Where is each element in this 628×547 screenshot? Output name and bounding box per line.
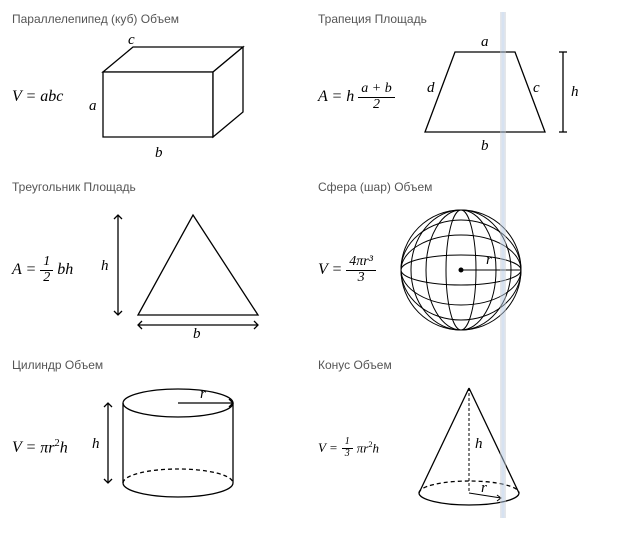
trapezoid-num: a + b [358, 82, 394, 98]
tri-h: h [101, 258, 109, 274]
cone-num: 1 [342, 437, 353, 449]
cone-rhs: πr2h [357, 439, 379, 456]
tri-num: 1 [40, 255, 53, 271]
trapezoid-shape: a b d c h [405, 32, 585, 162]
trap-c: c [533, 80, 540, 96]
cuboid-rhs: abc [40, 88, 63, 106]
cone-shape: h r [389, 378, 549, 518]
cylinder-title: Цилиндр Объем [12, 358, 310, 372]
trap-h: h [571, 84, 579, 100]
cyl-lhs: V = [12, 439, 36, 457]
trapezoid-lhs: A = h [318, 88, 354, 106]
cylinder-shape: r h [78, 378, 258, 518]
cell-trapezoid: Трапеция Площадь A = h a + b 2 a b d [318, 12, 616, 162]
cone-r: r [481, 480, 487, 496]
trapezoid-title: Трапеция Площадь [318, 12, 616, 26]
tri-rhs: bh [57, 261, 73, 279]
cyl-h: h [92, 436, 100, 452]
cyl-rhs: πr2h [40, 438, 67, 457]
triangle-formula: A = 1 2 bh [12, 255, 73, 285]
vertical-divider [500, 12, 506, 518]
sph-r: r [486, 252, 492, 268]
sphere-title: Сфера (шар) Объем [318, 180, 616, 194]
sph-lhs: V = [318, 261, 342, 279]
cuboid-label-c: c [128, 32, 135, 48]
triangle-title: Треугольник Площадь [12, 180, 310, 194]
sphere-formula: V = 4πr³ 3 [318, 255, 376, 285]
cuboid-formula: V = abc [12, 88, 63, 106]
cyl-r: r [200, 386, 206, 402]
cell-cuboid: Параллелепипед (куб) Объем V = abc c a b [12, 12, 310, 162]
trap-b: b [481, 138, 489, 154]
cuboid-label-a: a [89, 98, 97, 114]
cyl-formula: V = πr2h [12, 438, 68, 457]
tri-den: 2 [40, 271, 53, 286]
trap-d: d [427, 80, 435, 96]
cone-title: Конус Объем [318, 358, 616, 372]
tri-b: b [193, 326, 201, 342]
trap-a: a [481, 34, 489, 50]
cell-triangle: Треугольник Площадь A = 1 2 bh [12, 180, 310, 340]
cuboid-lhs: V = [12, 88, 36, 106]
cell-cylinder: Цилиндр Объем V = πr2h [12, 358, 310, 518]
sph-num: 4πr³ [346, 255, 376, 271]
sphere-shape: r [386, 200, 536, 340]
trapezoid-den: 2 [370, 98, 383, 113]
cuboid-title: Параллелепипед (куб) Объем [12, 12, 310, 26]
cell-cone: Конус Объем V = 1 3 πr2h [318, 358, 616, 518]
tri-lhs: A = [12, 261, 36, 279]
triangle-shape: h b [83, 200, 283, 340]
formula-grid: Параллелепипед (куб) Объем V = abc c a b… [12, 12, 616, 518]
cone-h: h [475, 436, 483, 452]
cone-den: 3 [342, 449, 353, 460]
cuboid-shape: c a b [73, 32, 253, 162]
trapezoid-formula: A = h a + b 2 [318, 82, 395, 112]
cone-formula: V = 1 3 πr2h [318, 437, 379, 459]
cone-lhs: V = [318, 440, 338, 456]
sph-den: 3 [355, 271, 368, 286]
cuboid-label-b: b [155, 145, 163, 161]
cell-sphere: Сфера (шар) Объем V = 4πr³ 3 [318, 180, 616, 340]
